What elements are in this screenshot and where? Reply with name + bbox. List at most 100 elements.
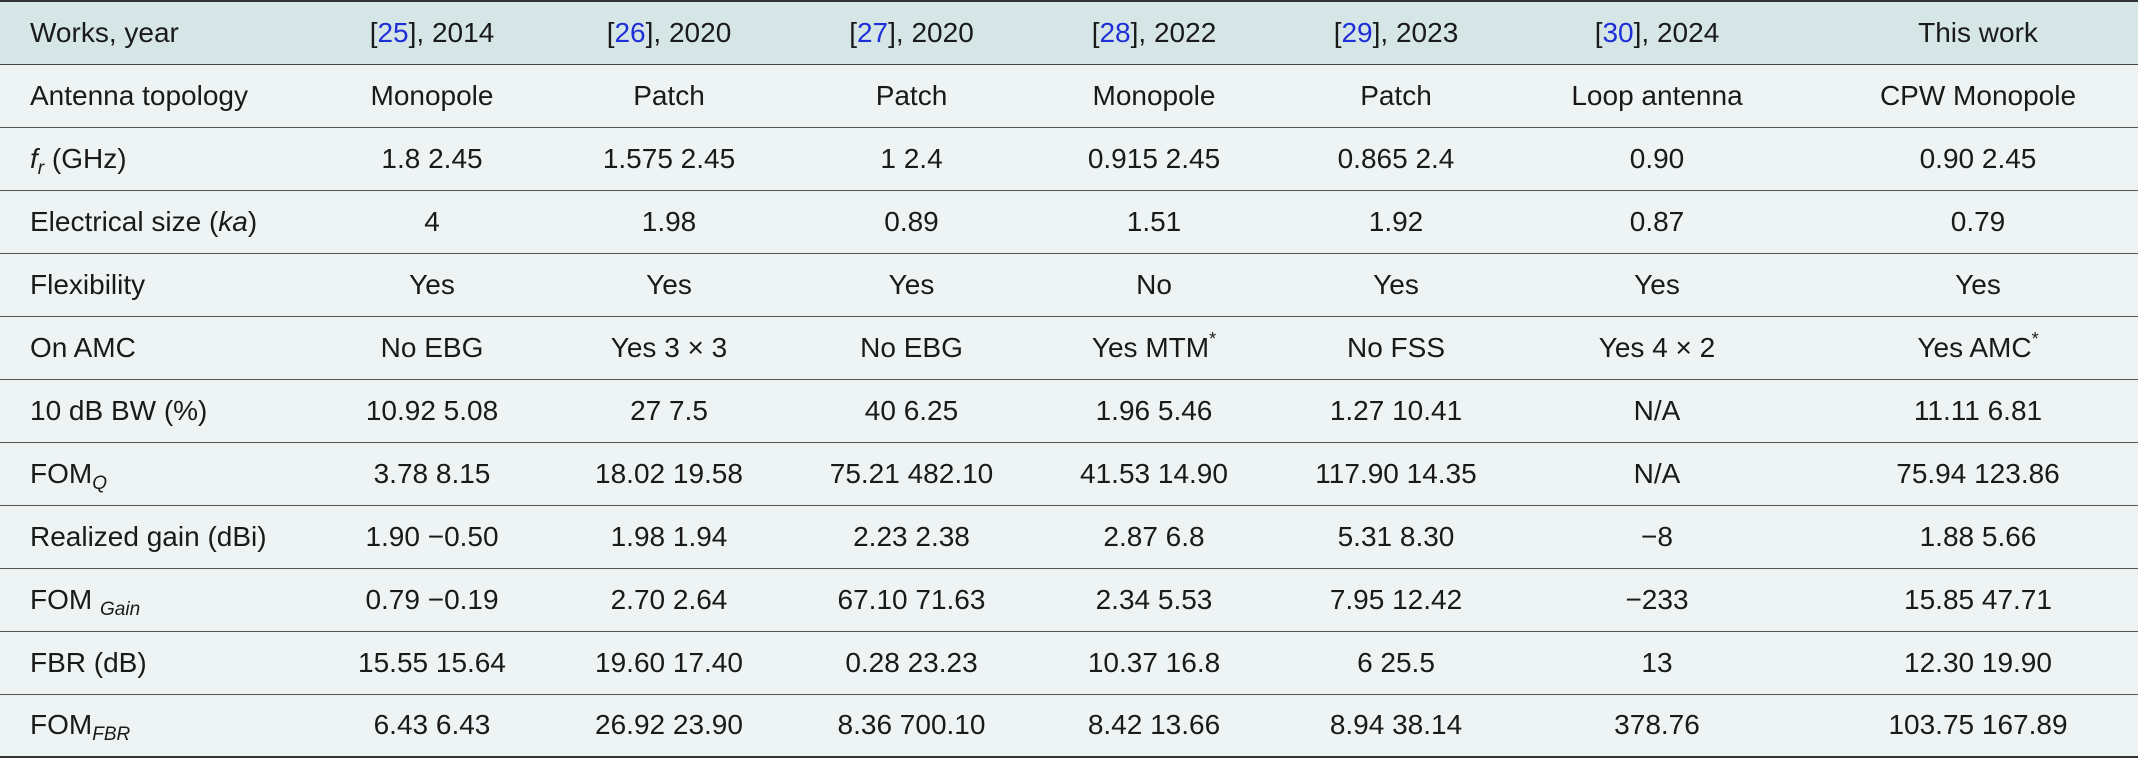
table-cell: Yes	[527, 253, 811, 317]
row-label-resonant-frequency: fr (GHz)	[0, 127, 337, 191]
table-cell: 40 6.25	[811, 379, 1012, 443]
table-cell: 3.78 8.15	[337, 442, 527, 506]
table-cell: 1.88 5.66	[1818, 505, 2138, 569]
table-cell: Patch	[811, 64, 1012, 128]
table-cell: 0.79 −0.19	[337, 568, 527, 632]
table-row: On AMC No EBG Yes 3 × 3 No EBG Yes MTM* …	[0, 316, 2138, 380]
table-cell: 117.90 14.35	[1296, 442, 1496, 506]
table-cell: 15.55 15.64	[337, 631, 527, 695]
table-cell: 2.23 2.38	[811, 505, 1012, 569]
table-cell: 19.60 17.40	[527, 631, 811, 695]
table-cell: Yes 3 × 3	[527, 316, 811, 380]
row-label-fom-fbr: FOMFBR	[0, 694, 337, 758]
header-ref-26: [26], 2020	[527, 0, 811, 65]
table-cell: 1.96 5.46	[1012, 379, 1296, 443]
table-cell: 103.75 167.89	[1818, 694, 2138, 758]
table-cell: 2.70 2.64	[527, 568, 811, 632]
table-cell: 6.43 6.43	[337, 694, 527, 758]
table-cell: 41.53 14.90	[1012, 442, 1296, 506]
reference-link-30[interactable]: 30	[1602, 16, 1634, 48]
table-cell: 2.34 5.53	[1012, 568, 1296, 632]
table-cell: 1.98 1.94	[527, 505, 811, 569]
table-row: Electrical size (ka) 4 1.98 0.89 1.51 1.…	[0, 190, 2138, 254]
table-cell: 0.865 2.4	[1296, 127, 1496, 191]
table-cell: 1.51	[1012, 190, 1296, 254]
reference-link-25[interactable]: 25	[377, 16, 409, 48]
row-label-fbr: FBR (dB)	[0, 631, 337, 695]
table-cell: 2.87 6.8	[1012, 505, 1296, 569]
table-cell: Patch	[1296, 64, 1496, 128]
table-cell: 67.10 71.63	[811, 568, 1012, 632]
table-cell: 8.36 700.10	[811, 694, 1012, 758]
reference-link-28[interactable]: 28	[1099, 16, 1131, 48]
header-ref-30: [30], 2024	[1496, 0, 1818, 65]
header-ref-28: [28], 2022	[1012, 0, 1296, 65]
table-cell: 0.90 2.45	[1818, 127, 2138, 191]
table-cell: 6 25.5	[1296, 631, 1496, 695]
table-row: FBR (dB) 15.55 15.64 19.60 17.40 0.28 23…	[0, 631, 2138, 695]
table-cell: 1.27 10.41	[1296, 379, 1496, 443]
table-cell: 13	[1496, 631, 1818, 695]
table-cell: No FSS	[1296, 316, 1496, 380]
table-cell: Yes	[1496, 253, 1818, 317]
row-label-realized-gain: Realized gain (dBi)	[0, 505, 337, 569]
header-works-year: Works, year	[0, 0, 337, 65]
table-cell: 1.90 −0.50	[337, 505, 527, 569]
table-cell: 15.85 47.71	[1818, 568, 2138, 632]
reference-link-26[interactable]: 26	[614, 16, 646, 48]
table-cell: 1 2.4	[811, 127, 1012, 191]
row-label-antenna-topology: Antenna topology	[0, 64, 337, 128]
header-this-work: This work	[1818, 0, 2138, 65]
table-cell: 18.02 19.58	[527, 442, 811, 506]
table-cell: 1.98	[527, 190, 811, 254]
footnote-marker: *	[1209, 328, 1217, 349]
table-cell: CPW Monopole	[1818, 64, 2138, 128]
table-cell: 4	[337, 190, 527, 254]
table-cell: 0.28 23.23	[811, 631, 1012, 695]
table-cell: 26.92 23.90	[527, 694, 811, 758]
table-cell: 1.92	[1296, 190, 1496, 254]
table-cell: Yes	[1296, 253, 1496, 317]
table-row: Realized gain (dBi) 1.90 −0.50 1.98 1.94…	[0, 505, 2138, 569]
row-label-fom-q: FOMQ	[0, 442, 337, 506]
table-cell: 1.575 2.45	[527, 127, 811, 191]
table-row: 10 dB BW (%) 10.92 5.08 27 7.5 40 6.25 1…	[0, 379, 2138, 443]
table-cell: No EBG	[811, 316, 1012, 380]
table-cell: Yes MTM*	[1012, 316, 1296, 380]
table-row: FOM Gain 0.79 −0.19 2.70 2.64 67.10 71.6…	[0, 568, 2138, 632]
table-cell: 0.915 2.45	[1012, 127, 1296, 191]
table-cell: −233	[1496, 568, 1818, 632]
table-row: Flexibility Yes Yes Yes No Yes Yes Yes	[0, 253, 2138, 317]
header-ref-25: [25], 2014	[337, 0, 527, 65]
table-cell: −8	[1496, 505, 1818, 569]
table-cell: 7.95 12.42	[1296, 568, 1496, 632]
table-cell: 5.31 8.30	[1296, 505, 1496, 569]
table-cell: 27 7.5	[527, 379, 811, 443]
table-cell: 0.79	[1818, 190, 2138, 254]
table-cell: Monopole	[337, 64, 527, 128]
table-cell: Patch	[527, 64, 811, 128]
row-label-electrical-size: Electrical size (ka)	[0, 190, 337, 254]
table-cell: 378.76	[1496, 694, 1818, 758]
table-cell: 12.30 19.90	[1818, 631, 2138, 695]
table-cell: 0.89	[811, 190, 1012, 254]
table-cell: No EBG	[337, 316, 527, 380]
header-ref-27: [27], 2020	[811, 0, 1012, 65]
table-cell: 0.90	[1496, 127, 1818, 191]
table-row: fr (GHz) 1.8 2.45 1.575 2.45 1 2.4 0.915…	[0, 127, 2138, 191]
reference-link-29[interactable]: 29	[1341, 16, 1373, 48]
table-row: FOMQ 3.78 8.15 18.02 19.58 75.21 482.10 …	[0, 442, 2138, 506]
footnote-marker: *	[2031, 328, 2039, 349]
table-cell: 75.94 123.86	[1818, 442, 2138, 506]
table-cell: Loop antenna	[1496, 64, 1818, 128]
table-cell: 75.21 482.10	[811, 442, 1012, 506]
reference-link-27[interactable]: 27	[856, 16, 889, 48]
header-ref-29: [29], 2023	[1296, 0, 1496, 65]
row-label-bandwidth: 10 dB BW (%)	[0, 379, 337, 443]
table-header-row: Works, year [25], 2014 [26], 2020 [27], …	[0, 0, 2138, 65]
row-label-flexibility: Flexibility	[0, 253, 337, 317]
table-cell: Yes	[1818, 253, 2138, 317]
table-row: Antenna topology Monopole Patch Patch Mo…	[0, 64, 2138, 128]
